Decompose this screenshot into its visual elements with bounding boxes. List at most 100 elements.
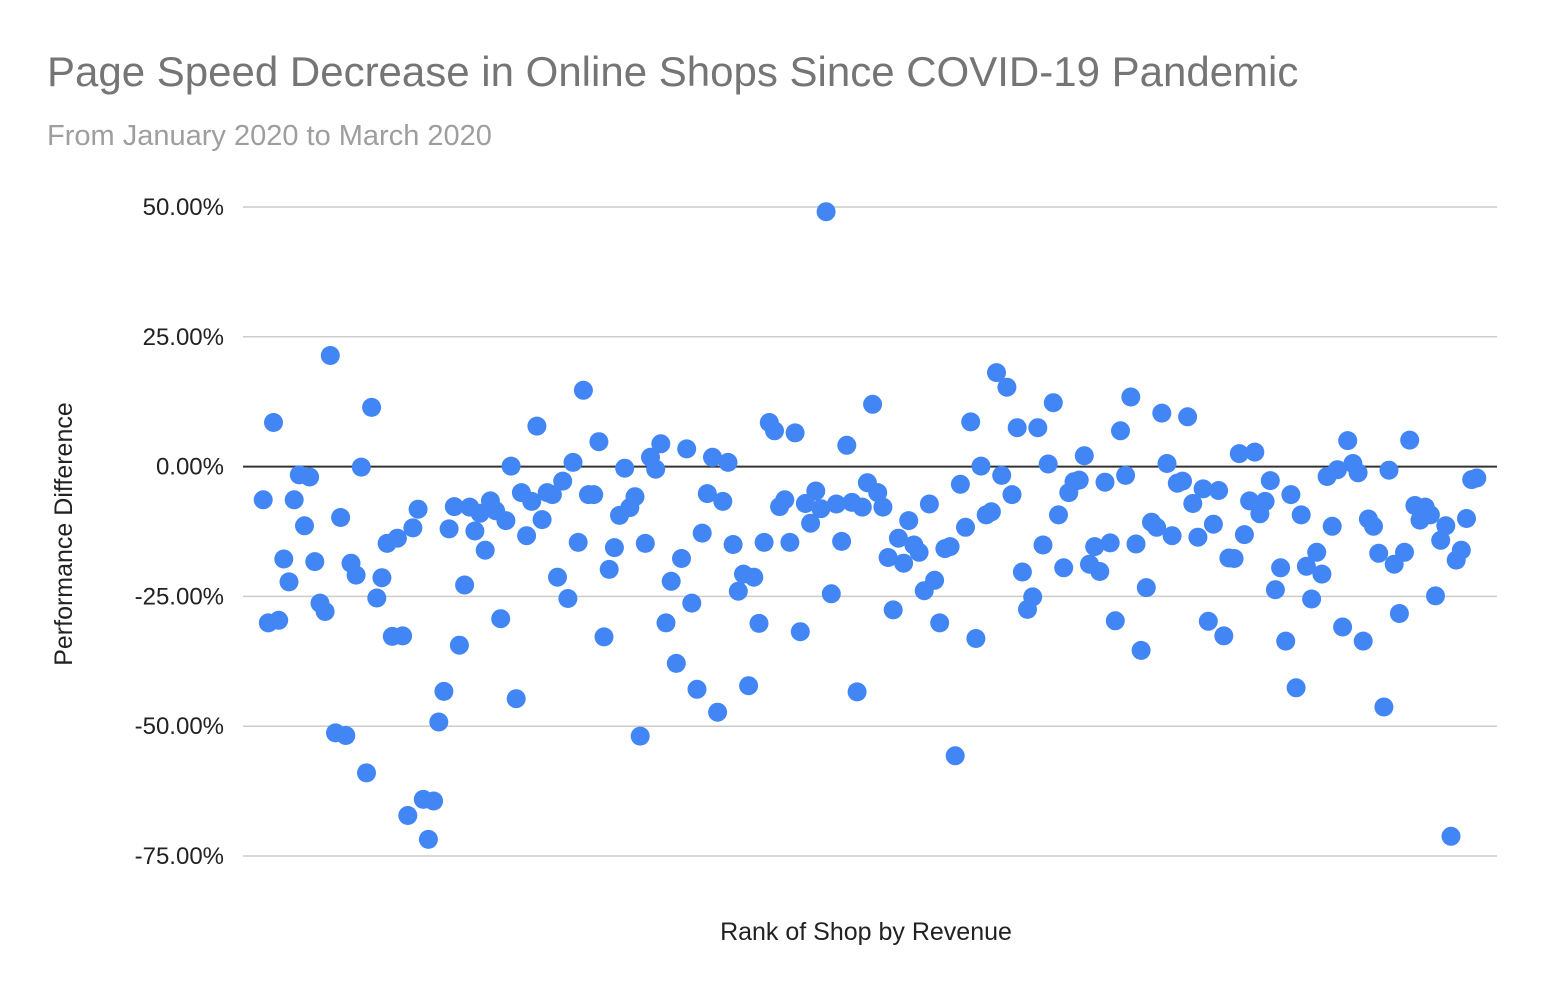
y-axis-tick-labels: 50.00% 25.00% 0.00% -25.00% -50.00% -75.00% — [135, 194, 224, 870]
data-point — [1126, 534, 1146, 554]
data-point — [981, 502, 1001, 522]
data-point — [506, 689, 526, 709]
data-point — [1033, 535, 1053, 555]
data-point — [491, 609, 511, 629]
data-point — [1307, 542, 1327, 562]
data-point — [1116, 465, 1136, 485]
data-point — [785, 423, 805, 443]
data-point — [1157, 454, 1177, 473]
data-point — [873, 497, 893, 517]
data-point — [718, 452, 738, 472]
data-point — [1338, 431, 1358, 451]
data-point — [1348, 463, 1368, 483]
data-point — [883, 600, 903, 620]
data-point — [1147, 517, 1167, 537]
data-point — [754, 532, 774, 552]
data-point — [1276, 631, 1296, 651]
data-point — [393, 626, 413, 646]
data-point — [1420, 505, 1440, 525]
data-point — [1183, 494, 1203, 513]
data-point — [599, 559, 619, 579]
data-point — [1333, 617, 1353, 637]
data-point — [692, 523, 712, 543]
data-point — [1214, 626, 1234, 646]
data-point — [811, 499, 831, 519]
data-point — [971, 456, 991, 476]
data-point — [661, 571, 681, 591]
data-point — [1451, 540, 1471, 560]
data-point — [532, 510, 552, 530]
data-point — [548, 567, 567, 587]
data-point — [1105, 611, 1125, 631]
data-point — [1457, 509, 1476, 528]
data-point — [930, 613, 950, 633]
data-point — [604, 538, 624, 558]
data-point — [1271, 558, 1291, 578]
data-point — [697, 484, 717, 504]
chart-subtitle: From January 2020 to March 2020 — [47, 120, 492, 152]
data-point — [646, 459, 666, 479]
data-point — [331, 508, 351, 527]
data-point — [728, 581, 748, 601]
data-point — [950, 474, 970, 494]
data-point — [269, 610, 289, 630]
data-point — [1152, 403, 1172, 423]
chart-title: Page Speed Decrease in Online Shops Sinc… — [47, 48, 1299, 95]
data-point — [274, 549, 294, 569]
data-point — [449, 635, 469, 655]
data-point — [703, 447, 722, 467]
data-point — [527, 416, 547, 436]
data-point — [1198, 611, 1218, 631]
data-point — [1131, 640, 1151, 660]
data-point — [630, 726, 650, 746]
data-point — [589, 432, 609, 452]
data-point — [1178, 407, 1198, 427]
data-point — [1012, 562, 1032, 582]
data-point — [615, 458, 635, 478]
data-point — [992, 465, 1012, 485]
data-point — [826, 494, 846, 514]
data-point — [888, 528, 908, 548]
data-point — [429, 712, 449, 732]
data-point — [362, 397, 382, 417]
data-point — [909, 542, 929, 562]
data-point — [315, 602, 335, 621]
data-point — [475, 540, 495, 560]
data-point — [1007, 418, 1027, 438]
data-point — [863, 394, 883, 414]
data-point — [284, 490, 304, 510]
y-tick-label: 0.00% — [156, 454, 224, 481]
data-point — [553, 471, 573, 491]
data-point — [584, 485, 604, 505]
data-point — [1431, 530, 1451, 550]
data-point — [832, 531, 852, 551]
data-point — [367, 588, 387, 608]
data-point — [1281, 485, 1301, 505]
data-point — [522, 491, 542, 511]
data-point — [398, 806, 418, 825]
data-point — [439, 519, 459, 539]
data-point — [1353, 631, 1373, 651]
y-tick-label: 25.00% — [143, 324, 224, 351]
data-point — [403, 518, 423, 538]
data-point — [775, 490, 795, 510]
data-point — [465, 521, 485, 541]
data-point — [1265, 580, 1285, 600]
data-point — [816, 202, 836, 222]
data-point — [351, 457, 371, 477]
data-point — [806, 481, 826, 501]
data-point — [1322, 516, 1342, 536]
data-point — [868, 483, 888, 503]
data-point — [336, 726, 356, 745]
data-point — [1193, 479, 1213, 499]
data-point — [542, 485, 562, 505]
data-point — [966, 629, 986, 648]
data-point — [1302, 589, 1322, 609]
data-point — [666, 653, 686, 673]
data-point — [1136, 578, 1156, 598]
data-point — [1260, 471, 1280, 491]
data-point — [346, 565, 366, 585]
data-point — [1369, 543, 1389, 563]
y-tick-label: -75.00% — [135, 843, 224, 870]
data-point — [765, 421, 784, 441]
